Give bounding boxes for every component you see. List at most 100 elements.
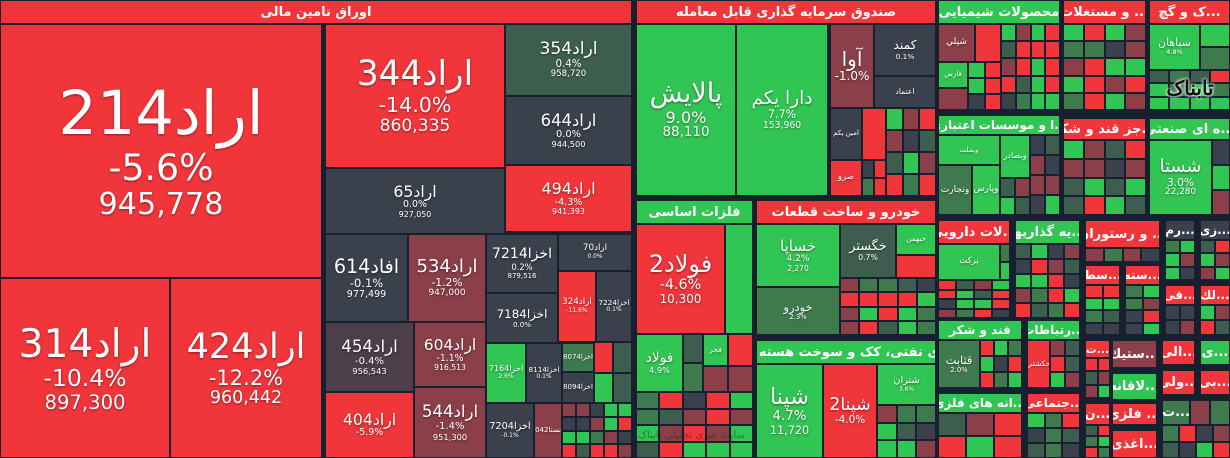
stock-tile-small[interactable] (1169, 70, 1190, 84)
stock-tile-small[interactable] (1030, 135, 1045, 155)
sector-header[interactable]: ...سط (1085, 265, 1120, 285)
stock-tile-small[interactable] (1209, 70, 1230, 84)
stock-tile-small[interactable] (576, 444, 590, 458)
stock-tile-small[interactable] (1063, 158, 1084, 178)
stock-tile-small[interactable] (974, 280, 992, 290)
stock-tile-small[interactable] (1125, 177, 1146, 197)
stock-tile-small[interactable] (1104, 92, 1126, 110)
stock-tile-small[interactable] (1085, 322, 1103, 335)
stock-tile-small[interactable] (1179, 441, 1196, 458)
stock-tile-small[interactable] (840, 306, 860, 321)
stock-tile[interactable]: فولاد 4.9% (636, 334, 683, 392)
stock-tile[interactable]: وبصادر (1000, 135, 1030, 178)
sector-header[interactable]: ...ت (1162, 400, 1190, 425)
stock-tile[interactable]: شپلي (938, 24, 975, 62)
stock-tile-small[interactable] (919, 174, 936, 196)
stock-tile-small[interactable] (1215, 305, 1230, 320)
stock-tile[interactable]: شپنا 4.7% 11,720 (756, 364, 823, 458)
stock-tile-small[interactable] (938, 88, 968, 110)
stock-tile-small[interactable] (1104, 41, 1126, 59)
sector-header[interactable]: قند و شکر (938, 320, 1022, 340)
stock-tile-small[interactable] (1008, 372, 1022, 388)
stock-tile-small[interactable] (1015, 288, 1032, 304)
sector-header[interactable]: ...لاقانه (1112, 373, 1157, 400)
stock-tile-small[interactable] (594, 342, 613, 373)
stock-tile-small[interactable] (1097, 447, 1110, 458)
stock-tile-small[interactable] (897, 292, 917, 307)
stock-tile-small[interactable] (1030, 58, 1046, 76)
stock-tile-small[interactable] (1180, 266, 1195, 280)
stock-tile-small[interactable] (562, 430, 576, 445)
stock-tile-small[interactable] (840, 292, 860, 307)
stock-tile-small[interactable] (1045, 92, 1060, 110)
stock-tile-small[interactable] (1125, 75, 1146, 93)
stock-tile-small[interactable] (1001, 41, 1016, 59)
stock-tile[interactable] (975, 24, 1001, 62)
stock-tile[interactable]: فولاد2 -4.6% 10,300 (636, 224, 725, 334)
stock-tile-small[interactable] (886, 152, 903, 174)
stock-tile-small[interactable] (938, 289, 956, 299)
sector-header[interactable]: ...یه گذاریها (1015, 220, 1080, 244)
stock-tile-small[interactable] (877, 405, 897, 423)
sector-header[interactable]: ...جتماعی (1027, 393, 1080, 413)
stock-tile-small[interactable] (1050, 372, 1065, 388)
stock-tile-small[interactable] (1045, 135, 1060, 155)
stock-tile-small[interactable] (1213, 441, 1230, 458)
stock-tile-small[interactable] (1149, 70, 1170, 84)
stock-tile-small[interactable] (1125, 92, 1146, 110)
sector-header[interactable]: ...ی نفتی، کک و سوخت هسته ای (756, 340, 936, 364)
stock-tile[interactable]: اخزا7164 2.6% (486, 343, 526, 403)
stock-tile-small[interactable] (1104, 75, 1126, 93)
sector-header[interactable]: صندوق سرمایه گذاری قابل معامله (636, 0, 936, 24)
stock-tile-small[interactable] (706, 425, 730, 442)
stock-tile-small[interactable] (1097, 384, 1110, 398)
stock-tile-small[interactable] (594, 372, 613, 403)
stock-tile-small[interactable] (984, 78, 1001, 94)
stock-tile-small[interactable] (916, 278, 936, 293)
stock-tile-small[interactable] (992, 299, 1010, 309)
stock-tile-small[interactable] (1125, 140, 1146, 159)
stock-tile-small[interactable] (1063, 273, 1080, 289)
stock-tile-small[interactable] (980, 340, 994, 356)
sector-header[interactable]: ...ستیك (1112, 340, 1157, 368)
stock-tile[interactable]: اخزا7204 -0.1% (486, 403, 534, 458)
sector-header[interactable]: ... و رستوران (1085, 220, 1160, 248)
stock-tile-small[interactable] (618, 444, 632, 458)
stock-tile-small[interactable] (916, 320, 936, 335)
stock-tile-small[interactable] (1015, 244, 1032, 259)
stock-tile-small[interactable] (682, 392, 707, 409)
stock-tile-small[interactable] (1065, 356, 1080, 372)
stock-tile-small[interactable] (916, 422, 936, 441)
stock-tile-small[interactable] (604, 416, 618, 431)
stock-tile-small[interactable] (1149, 83, 1170, 97)
stock-tile-small[interactable] (604, 444, 618, 458)
stock-tile-small[interactable] (1015, 58, 1031, 76)
stock-tile-small[interactable] (886, 174, 903, 196)
stock-tile-small[interactable] (1063, 140, 1084, 159)
stock-tile[interactable]: افاد614 -0.1% 977,499 (325, 234, 408, 322)
stock-tile-small[interactable] (1169, 83, 1190, 97)
stock-tile-small[interactable] (1047, 258, 1064, 274)
stock-tile-small[interactable] (1141, 248, 1160, 262)
stock-tile-small[interactable] (1104, 24, 1126, 42)
stock-tile-small[interactable] (1085, 436, 1098, 447)
stock-tile-small[interactable] (729, 441, 753, 458)
stock-tile-small[interactable] (886, 130, 903, 152)
stock-tile-small[interactable] (984, 62, 1001, 78)
stock-tile[interactable]: اخزا8114 0.1% (526, 343, 562, 403)
stock-tile-small[interactable] (1045, 155, 1060, 175)
stock-tile-small[interactable] (1015, 178, 1030, 197)
stock-tile-small[interactable] (682, 425, 707, 442)
stock-tile[interactable]: نستا042 (534, 403, 562, 458)
sector-header[interactable]: ...ولی (1162, 370, 1195, 395)
sector-header[interactable]: ...زی (1200, 220, 1230, 240)
stock-tile[interactable]: اراد70 0.0% (558, 234, 632, 271)
stock-tile-small[interactable] (1063, 258, 1080, 274)
stock-tile-small[interactable] (1097, 358, 1110, 372)
stock-tile-small[interactable] (706, 392, 730, 409)
stock-tile-small[interactable] (859, 278, 879, 293)
stock-tile-small[interactable] (886, 108, 903, 130)
stock-tile-small[interactable] (1213, 425, 1230, 442)
stock-tile-small[interactable] (1031, 288, 1048, 304)
stock-tile-small[interactable] (984, 94, 1001, 110)
